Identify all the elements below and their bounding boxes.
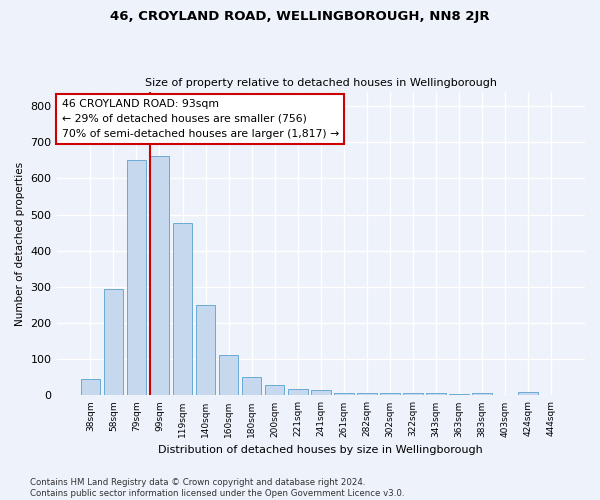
Text: 46 CROYLAND ROAD: 93sqm
← 29% of detached houses are smaller (756)
70% of semi-d: 46 CROYLAND ROAD: 93sqm ← 29% of detache… bbox=[62, 99, 339, 139]
Bar bbox=[104, 290, 123, 396]
Bar bbox=[380, 392, 400, 396]
Bar bbox=[334, 392, 353, 396]
Bar bbox=[149, 156, 169, 396]
Bar bbox=[219, 354, 238, 396]
Bar bbox=[80, 379, 100, 396]
Bar bbox=[403, 393, 423, 396]
Title: Size of property relative to detached houses in Wellingborough: Size of property relative to detached ho… bbox=[145, 78, 497, 88]
Bar bbox=[265, 385, 284, 396]
Bar bbox=[472, 393, 492, 396]
Y-axis label: Number of detached properties: Number of detached properties bbox=[15, 162, 25, 326]
Bar bbox=[173, 222, 193, 396]
Bar bbox=[288, 389, 308, 396]
Bar bbox=[196, 304, 215, 396]
Text: 46, CROYLAND ROAD, WELLINGBOROUGH, NN8 2JR: 46, CROYLAND ROAD, WELLINGBOROUGH, NN8 2… bbox=[110, 10, 490, 23]
Bar bbox=[127, 160, 146, 396]
X-axis label: Distribution of detached houses by size in Wellingborough: Distribution of detached houses by size … bbox=[158, 445, 483, 455]
Bar bbox=[518, 392, 538, 396]
Bar bbox=[242, 377, 262, 396]
Text: Contains HM Land Registry data © Crown copyright and database right 2024.
Contai: Contains HM Land Registry data © Crown c… bbox=[30, 478, 404, 498]
Bar bbox=[449, 394, 469, 396]
Bar bbox=[311, 390, 331, 396]
Bar bbox=[357, 394, 377, 396]
Bar bbox=[426, 393, 446, 396]
